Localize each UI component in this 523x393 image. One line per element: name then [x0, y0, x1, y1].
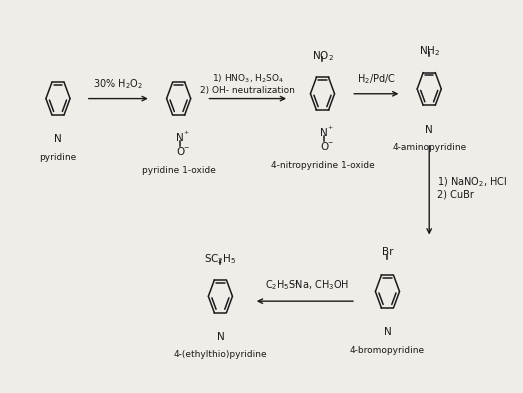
Text: 4-bromopyridine: 4-bromopyridine — [350, 345, 425, 354]
Text: O: O — [176, 147, 185, 157]
Text: NO$_2$: NO$_2$ — [312, 50, 334, 63]
Text: pyridine: pyridine — [39, 152, 76, 162]
Text: $^{-}$$^{+}$: $^{-}$$^{+}$ — [288, 281, 300, 290]
Text: 4-aminopyridine: 4-aminopyridine — [392, 143, 467, 152]
Text: N: N — [383, 327, 391, 337]
Text: N: N — [54, 134, 62, 144]
Text: pyridine 1-oxide: pyridine 1-oxide — [142, 166, 215, 175]
Text: 30% H$_2$O$_2$: 30% H$_2$O$_2$ — [93, 77, 143, 91]
Text: 1) HNO$_3$, H$_2$SO$_4$: 1) HNO$_3$, H$_2$SO$_4$ — [212, 73, 284, 85]
Text: Br: Br — [382, 247, 393, 257]
Text: NH$_2$: NH$_2$ — [418, 44, 440, 59]
Text: $^-$: $^-$ — [182, 144, 190, 153]
Text: $^+$: $^+$ — [182, 129, 190, 138]
Text: O: O — [320, 142, 328, 152]
Text: N: N — [425, 125, 433, 135]
Text: $^+$: $^+$ — [326, 125, 334, 134]
Text: N: N — [217, 332, 224, 342]
Text: 2) CuBr: 2) CuBr — [437, 189, 473, 199]
Text: N: N — [176, 133, 184, 143]
Text: N: N — [320, 129, 327, 138]
Text: SC$_2$H$_5$: SC$_2$H$_5$ — [204, 252, 237, 266]
Text: C$_2$H$_5$SNa, CH$_3$OH: C$_2$H$_5$SNa, CH$_3$OH — [265, 278, 349, 292]
Text: H$_2$/Pd/C: H$_2$/Pd/C — [357, 72, 396, 86]
Text: 4-(ethylthio)pyridine: 4-(ethylthio)pyridine — [174, 351, 267, 359]
Text: 1) NaNO$_2$, HCl: 1) NaNO$_2$, HCl — [437, 176, 507, 189]
Text: $^-$: $^-$ — [326, 139, 334, 148]
Text: 4-nitropyridine 1-oxide: 4-nitropyridine 1-oxide — [270, 161, 374, 170]
Text: 2) OH- neutralization: 2) OH- neutralization — [200, 86, 295, 95]
